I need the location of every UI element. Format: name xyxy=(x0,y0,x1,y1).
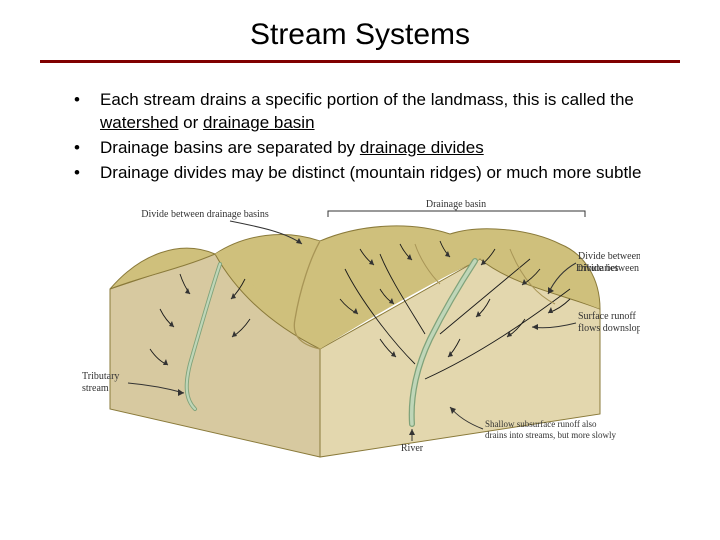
label-trib-2: stream xyxy=(82,383,109,394)
label-divide-trib-l1: Divide between xyxy=(578,251,640,262)
bullet-list: Each stream drains a specific portion of… xyxy=(40,89,680,185)
bullet-3-pre: Drainage divides may be distinct (mounta… xyxy=(100,163,641,182)
label-divide-trib-l2: tributaries xyxy=(578,263,619,274)
bullet-2-pre: Drainage basins are separated by xyxy=(100,138,360,157)
title-underline xyxy=(40,60,680,63)
label-runoff-2: flows downslope xyxy=(578,323,640,334)
page-title: Stream Systems xyxy=(40,18,680,52)
label-river: River xyxy=(401,443,424,454)
bullet-2-u1: drainage divides xyxy=(360,138,484,157)
label-trib-1: Tributary xyxy=(82,371,119,382)
slide: Stream Systems Each stream drains a spec… xyxy=(0,0,720,540)
watershed-diagram: Drainage basin Divide between drainage b… xyxy=(80,199,640,459)
bullet-1-mid: or xyxy=(178,113,203,132)
label-drainage-basin-top: Drainage basin xyxy=(426,199,486,210)
bullet-1-u1: watershed xyxy=(100,113,178,132)
bullet-2: Drainage basins are separated by drainag… xyxy=(74,137,680,160)
bullet-3: Drainage divides may be distinct (mounta… xyxy=(74,162,680,185)
label-sub-2: drains into streams, but more slowly xyxy=(485,430,616,440)
label-runoff-1: Surface runoff xyxy=(578,311,637,322)
label-divide-basins: Divide between drainage basins xyxy=(141,209,269,220)
label-sub-1: Shallow subsurface runoff also xyxy=(485,419,597,429)
bullet-1: Each stream drains a specific portion of… xyxy=(74,89,680,135)
brace-drainage-basin xyxy=(328,211,585,217)
bullet-1-u2: drainage basin xyxy=(203,113,315,132)
diagram-svg: Drainage basin Divide between drainage b… xyxy=(80,199,640,459)
bullet-1-pre: Each stream drains a specific portion of… xyxy=(100,90,634,109)
